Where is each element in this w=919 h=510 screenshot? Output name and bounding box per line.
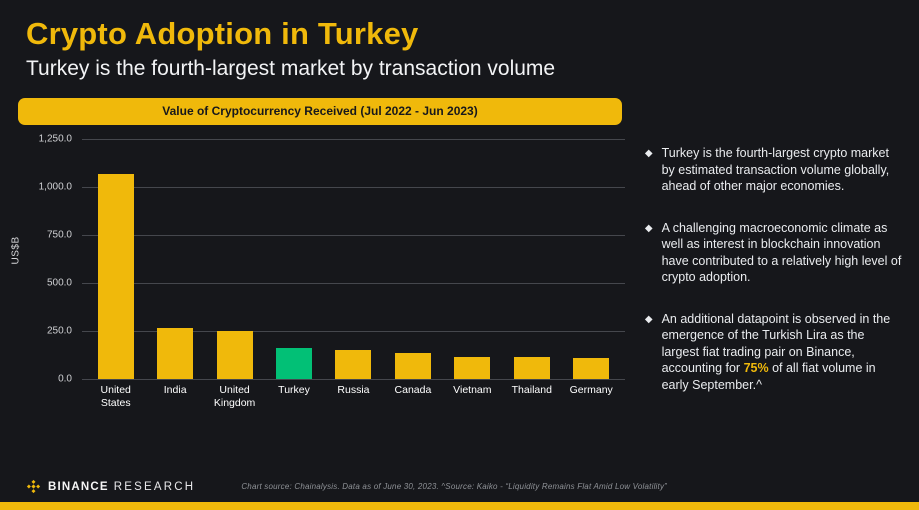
brand-binance: BINANCE xyxy=(48,480,109,493)
header: Crypto Adoption in Turkey Turkey is the … xyxy=(0,0,919,81)
bar-slot xyxy=(502,139,561,379)
x-label-united-states: United States xyxy=(100,384,131,409)
y-tick-label: 250.0 xyxy=(46,325,72,337)
binance-research-logo: BINANCE RESEARCH xyxy=(26,479,195,494)
chart-body: US$B 1,250.0 1,000.0 750.0 500.0 250.0 0.0 xyxy=(11,134,625,385)
diamond-bullet-icon: ◆ xyxy=(644,148,653,159)
bar-united-states xyxy=(97,174,134,379)
y-tick-label: 1,250.0 xyxy=(38,133,72,145)
bar-slot xyxy=(383,139,442,379)
x-axis-labels: United States India United Kingdom Turkey Ru… xyxy=(82,384,625,409)
page-title: Crypto Adoption in Turkey xyxy=(26,16,419,51)
bars xyxy=(82,139,625,379)
bullet-text-segment: of all fiat volume in early September.^ xyxy=(661,361,876,392)
bullet-text: Turkey is the fourth-largest crypto mark… xyxy=(662,145,903,195)
bar-germany xyxy=(573,357,610,379)
x-label-russia: Russia xyxy=(337,384,370,396)
bullet-item-1: ◆ Turkey is the fourth-largest crypto ma… xyxy=(645,145,903,195)
gridline xyxy=(82,283,625,284)
bullet-text-segment: Turkey is the fourth-largest crypto mark… xyxy=(661,146,890,193)
bar-vietnam xyxy=(454,356,491,379)
content-row: US$B 1,250.0 1,000.0 750.0 500.0 250.0 0.0 Un… xyxy=(0,125,919,409)
bullet-highlight: 75% xyxy=(743,361,769,375)
gridline xyxy=(82,139,625,140)
brand-research: RESEARCH xyxy=(113,480,196,493)
bullet-text-segment: An additional datapoint is observed in t… xyxy=(661,311,891,376)
bullet-text: A challenging macroeconomic climate as w… xyxy=(662,220,903,286)
bar-russia xyxy=(335,350,372,379)
bar-canada xyxy=(394,352,431,379)
binance-logo-icon xyxy=(26,479,41,494)
bullet-item-3: ◆ An additional datapoint is observed in… xyxy=(645,311,903,394)
bar-slot xyxy=(86,139,145,379)
bar-india xyxy=(157,327,194,379)
chart-title-banner: Value of Cryptocurrency Received (Jul 20… xyxy=(18,98,622,125)
source-footnote: Chart source: Chainalysis. Data as of Ju… xyxy=(241,482,668,491)
y-tick-label: 750.0 xyxy=(46,229,72,241)
bottom-accent-bar xyxy=(0,502,919,510)
y-tick-label: 500.0 xyxy=(46,277,72,289)
x-label-india: India xyxy=(163,384,187,396)
bar-slot xyxy=(264,139,323,379)
y-tick-label: 1,000.0 xyxy=(38,181,72,193)
bar-slot xyxy=(562,139,621,379)
chart-plot xyxy=(82,139,625,380)
bar-slot xyxy=(324,139,383,379)
gridline xyxy=(82,187,625,188)
bar-slot xyxy=(205,139,264,379)
bar-chart: US$B 1,250.0 1,000.0 750.0 500.0 250.0 0.0 Un… xyxy=(11,134,625,409)
x-label-united-kingdom: United Kingdom xyxy=(213,384,256,409)
gridline xyxy=(82,235,625,236)
bar-slot xyxy=(145,139,204,379)
x-label-turkey: Turkey xyxy=(278,384,310,396)
page-subtitle: Turkey is the fourth-largest market by t… xyxy=(26,57,556,80)
x-label-canada: Canada xyxy=(394,384,432,396)
bullet-text: An additional datapoint is observed in t… xyxy=(662,311,903,394)
gridline xyxy=(82,331,625,332)
diamond-bullet-icon: ◆ xyxy=(644,313,653,325)
x-label-thailand: Thailand xyxy=(511,384,552,396)
bar-turkey xyxy=(276,348,313,379)
footer: BINANCE RESEARCH Chart source: Chainalys… xyxy=(26,479,893,494)
x-axis-spacer xyxy=(18,384,82,409)
bar-slot xyxy=(443,139,502,379)
key-points-panel: ◆ Turkey is the fourth-largest crypto ma… xyxy=(645,145,903,409)
x-axis-row: United States India United Kingdom Turkey Ru… xyxy=(18,384,625,409)
gridline xyxy=(82,379,625,380)
y-axis-ticks: 1,250.0 1,000.0 750.0 500.0 250.0 0.0 xyxy=(18,134,82,385)
bullet-item-2: ◆ A challenging macroeconomic climate as… xyxy=(645,220,903,286)
diamond-bullet-icon: ◆ xyxy=(644,222,653,234)
y-tick-label: 0.0 xyxy=(58,373,72,385)
bullet-text-segment: A challenging macroeconomic climate as w… xyxy=(661,220,902,285)
x-label-vietnam: Vietnam xyxy=(453,384,492,396)
bar-thailand xyxy=(513,357,550,379)
x-label-germany: Germany xyxy=(569,384,613,396)
bar-united-kingdom xyxy=(216,331,253,379)
